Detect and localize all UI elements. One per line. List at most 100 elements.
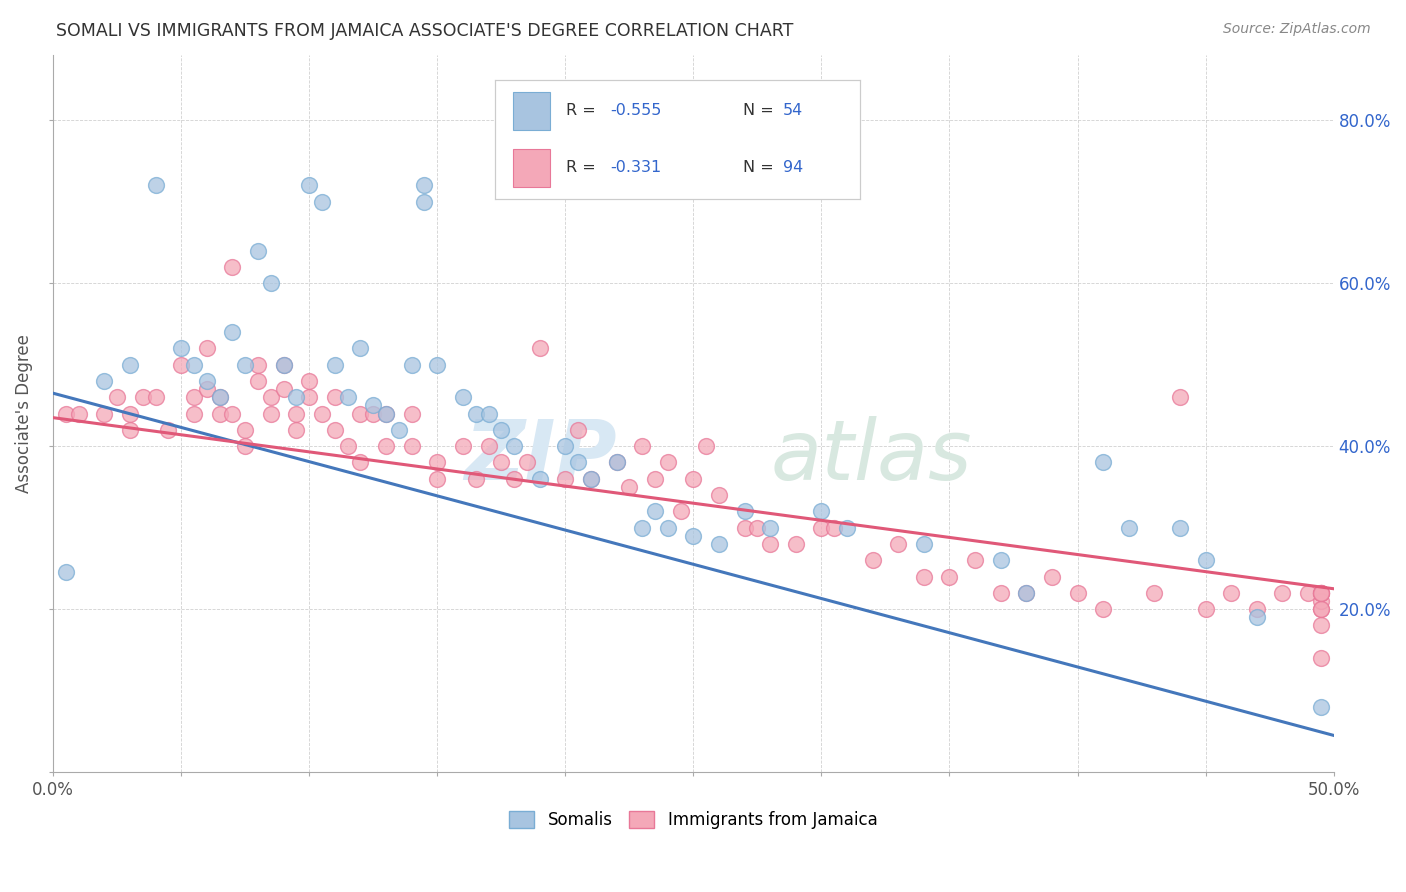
Point — [336, 439, 359, 453]
Point — [323, 358, 346, 372]
Point — [1309, 618, 1331, 632]
Point — [1168, 521, 1191, 535]
Point — [195, 374, 218, 388]
Point — [657, 521, 679, 535]
Point — [118, 358, 141, 372]
Point — [311, 194, 333, 209]
Point — [349, 342, 371, 356]
Point — [785, 537, 807, 551]
Point — [1246, 610, 1268, 624]
Point — [965, 553, 987, 567]
Point — [195, 342, 218, 356]
Point — [707, 537, 730, 551]
Point — [1220, 586, 1243, 600]
Point — [208, 390, 231, 404]
Point — [401, 439, 423, 453]
Point — [273, 382, 295, 396]
Point — [682, 472, 704, 486]
Point — [67, 407, 90, 421]
Point — [323, 423, 346, 437]
Text: SOMALI VS IMMIGRANTS FROM JAMAICA ASSOCIATE'S DEGREE CORRELATION CHART: SOMALI VS IMMIGRANTS FROM JAMAICA ASSOCI… — [56, 22, 793, 40]
Point — [208, 407, 231, 421]
Point — [554, 472, 576, 486]
Point — [221, 407, 243, 421]
Point — [1092, 602, 1115, 616]
Point — [503, 439, 526, 453]
Point — [1194, 553, 1216, 567]
Point — [567, 423, 589, 437]
Point — [1246, 602, 1268, 616]
Text: atlas: atlas — [770, 416, 972, 497]
Point — [1309, 586, 1331, 600]
Point — [491, 455, 513, 469]
Point — [464, 472, 486, 486]
Point — [298, 374, 321, 388]
Text: ZIP: ZIP — [464, 416, 617, 497]
Point — [170, 342, 193, 356]
Point — [657, 455, 679, 469]
Point — [388, 423, 411, 437]
Point — [631, 439, 654, 453]
Point — [145, 390, 167, 404]
Text: Source: ZipAtlas.com: Source: ZipAtlas.com — [1223, 22, 1371, 37]
Point — [375, 439, 398, 453]
Point — [1168, 390, 1191, 404]
Point — [208, 390, 231, 404]
Point — [644, 504, 666, 518]
Point — [426, 358, 449, 372]
Point — [759, 537, 782, 551]
Point — [823, 521, 845, 535]
Point — [93, 407, 115, 421]
Legend: Somalis, Immigrants from Jamaica: Somalis, Immigrants from Jamaica — [503, 804, 884, 836]
Point — [644, 472, 666, 486]
Point — [221, 260, 243, 274]
Point — [426, 455, 449, 469]
Point — [734, 504, 756, 518]
Point — [529, 342, 551, 356]
Point — [747, 521, 769, 535]
Point — [862, 553, 884, 567]
Point — [349, 455, 371, 469]
Point — [1194, 602, 1216, 616]
Point — [1118, 521, 1140, 535]
Point — [579, 472, 602, 486]
Point — [1040, 569, 1063, 583]
Point — [619, 480, 641, 494]
Point — [606, 455, 628, 469]
Point — [311, 407, 333, 421]
Point — [349, 407, 371, 421]
Point — [298, 178, 321, 193]
Point — [1309, 602, 1331, 616]
Point — [451, 390, 474, 404]
Point — [221, 325, 243, 339]
Point — [1296, 586, 1319, 600]
Point — [247, 358, 270, 372]
Point — [285, 423, 308, 437]
Point — [413, 194, 436, 209]
Point — [285, 390, 308, 404]
Point — [1309, 651, 1331, 665]
Point — [759, 521, 782, 535]
Point — [990, 553, 1012, 567]
Point — [1066, 586, 1088, 600]
Point — [118, 423, 141, 437]
Point — [157, 423, 180, 437]
Point — [707, 488, 730, 502]
Point — [1309, 586, 1331, 600]
Point — [938, 569, 960, 583]
Point — [132, 390, 155, 404]
Point — [233, 423, 256, 437]
Point — [233, 358, 256, 372]
Point — [361, 407, 384, 421]
Point — [285, 407, 308, 421]
Point — [233, 439, 256, 453]
Point — [835, 521, 858, 535]
Point — [529, 472, 551, 486]
Point — [695, 439, 717, 453]
Point — [1271, 586, 1294, 600]
Point — [183, 390, 205, 404]
Point — [361, 399, 384, 413]
Point — [426, 472, 449, 486]
Point — [413, 178, 436, 193]
Point — [247, 374, 270, 388]
